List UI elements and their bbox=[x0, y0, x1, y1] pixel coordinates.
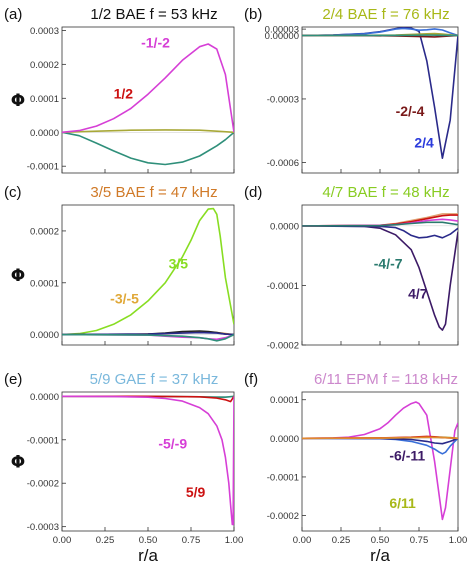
y-tick-label: 0.0001 bbox=[30, 278, 59, 289]
panel-label: (b) bbox=[244, 6, 262, 23]
series-annotation: 6/11 bbox=[389, 495, 416, 511]
x-tick-label: 0.50 bbox=[371, 535, 390, 546]
series-annotation: -6/-11 bbox=[389, 448, 425, 464]
panel-1: (a) 1/2 BAE f = 53 kHz -0.0001 0.0000 0.0001… bbox=[4, 6, 235, 174]
y-tick-label: -0.0006 bbox=[267, 158, 299, 169]
x-tick-label: 1.00 bbox=[225, 535, 244, 546]
y-tick-label: -0.0002 bbox=[267, 511, 299, 522]
chart-title: 1/2 BAE f = 53 kHz bbox=[90, 6, 217, 23]
series-line-1 bbox=[62, 131, 234, 166]
series-line-6 bbox=[302, 436, 458, 440]
y-tick-label: 0.0000 bbox=[270, 221, 299, 232]
panel-3: (c) 3/5 BAE f = 47 kHz 0.0000 0.0001 0.0002 3… bbox=[4, 184, 235, 346]
y-tick-label: 0.0000 bbox=[30, 330, 59, 341]
series-line-2 bbox=[302, 27, 458, 37]
y-tick-label: -0.0002 bbox=[267, 341, 299, 352]
series-line-1 bbox=[302, 401, 458, 521]
x-tick-label: 0.25 bbox=[96, 535, 115, 546]
x-tick-label: 0.00 bbox=[293, 535, 312, 546]
y-tick-label: -0.0001 bbox=[267, 472, 299, 483]
series-annotation: -1/-2 bbox=[141, 34, 170, 50]
x-axis-label: r/a bbox=[370, 546, 390, 565]
y-tick-label: -0.0003 bbox=[267, 94, 299, 105]
panel-label: (d) bbox=[244, 184, 262, 201]
panel-label: (c) bbox=[4, 184, 22, 201]
panel-4: (d) 4/7 BAE f = 48 kHz 0.0000 -0.0001 -0.000… bbox=[244, 184, 459, 352]
y-axis-label: Φ bbox=[11, 91, 25, 111]
series-line-2 bbox=[62, 129, 234, 134]
y-axis-label: Φ bbox=[11, 453, 25, 473]
series-line-2 bbox=[62, 395, 234, 403]
series-line-5 bbox=[62, 331, 234, 336]
series-line-3 bbox=[62, 43, 234, 134]
x-tick-label: 0.75 bbox=[182, 535, 201, 546]
series-annotation: -2/-4 bbox=[396, 103, 425, 119]
series-line-6 bbox=[302, 221, 458, 227]
y-tick-label: -0.0001 bbox=[27, 162, 59, 173]
y-tick-label: 0.0003 bbox=[30, 26, 59, 37]
panel-label: (f) bbox=[244, 371, 258, 388]
chart-title: 2/4 BAE f = 76 kHz bbox=[322, 6, 449, 23]
y-tick-label: 0.0000 bbox=[270, 434, 299, 445]
chart-title: 5/9 GAE f = 37 kHz bbox=[90, 371, 219, 388]
x-tick-label: 0.00 bbox=[53, 535, 72, 546]
y-tick-label: -0.0001 bbox=[27, 435, 59, 446]
series-annotation: -4/-7 bbox=[374, 256, 403, 272]
y-axis-label: Φ bbox=[11, 266, 25, 286]
panel-label: (e) bbox=[4, 371, 22, 388]
y-tick-label: 0.0002 bbox=[30, 226, 59, 237]
series-annotation: -5/-9 bbox=[158, 435, 187, 451]
chart-title: 3/5 BAE f = 47 kHz bbox=[90, 184, 217, 201]
x-axis-label: r/a bbox=[138, 546, 158, 565]
y-tick-label: 0.00000 bbox=[265, 31, 299, 42]
y-tick-label: 0.0001 bbox=[30, 94, 59, 105]
y-tick-label: 0.0000 bbox=[30, 392, 59, 403]
panel-5: (e) 5/9 GAE f = 37 kHz 0.0000 -0.0001 -0.000… bbox=[4, 371, 243, 565]
series-annotation: 4/7 bbox=[408, 286, 428, 302]
series-line-3 bbox=[62, 395, 234, 526]
x-tick-label: 0.25 bbox=[332, 535, 351, 546]
series-annotation: -3/-5 bbox=[110, 291, 139, 307]
series-annotation: 3/5 bbox=[169, 255, 189, 271]
y-tick-label: -0.0001 bbox=[267, 281, 299, 292]
y-tick-label: 0.0000 bbox=[30, 128, 59, 139]
series-annotation: 5/9 bbox=[186, 484, 206, 500]
chart-title: 4/7 BAE f = 48 kHz bbox=[322, 184, 449, 201]
y-tick-label: 0.00003 bbox=[265, 25, 299, 36]
series-line-2 bbox=[302, 225, 458, 239]
y-tick-label: -0.0002 bbox=[27, 479, 59, 490]
series-line-5 bbox=[302, 34, 458, 37]
x-tick-label: 0.75 bbox=[410, 535, 429, 546]
x-tick-label: 0.50 bbox=[139, 535, 158, 546]
x-tick-label: 1.00 bbox=[449, 535, 468, 546]
y-tick-label: 0.0002 bbox=[30, 60, 59, 71]
series-line-1 bbox=[302, 225, 458, 331]
series-annotation: 1/2 bbox=[114, 85, 134, 101]
y-tick-label: 0.0001 bbox=[270, 395, 299, 406]
chart-title: 6/11 EPM f = 118 kHz bbox=[314, 371, 458, 388]
series-line-1 bbox=[62, 207, 234, 336]
series-line-6 bbox=[62, 333, 234, 342]
y-tick-label: -0.0003 bbox=[27, 522, 59, 533]
panel-label: (a) bbox=[4, 6, 22, 23]
series-annotation: 2/4 bbox=[414, 135, 434, 151]
panel-6: (f) 6/11 EPM f = 118 kHz 0.0001 0.0000 -0.00… bbox=[244, 371, 467, 565]
